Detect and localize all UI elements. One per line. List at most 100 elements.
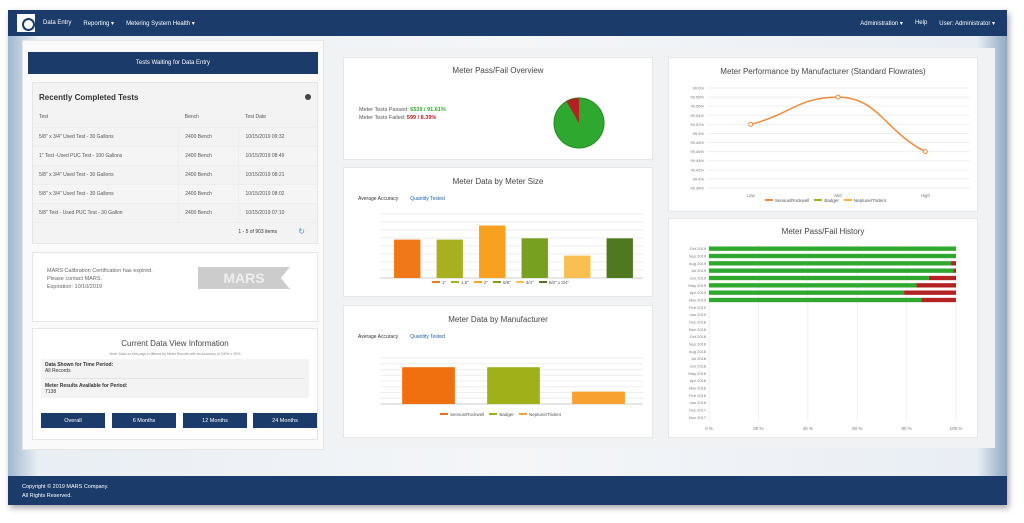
- table-row[interactable]: 5/8" x 3/4" Used Test - 30 Gallons 2400 B…: [33, 165, 317, 185]
- manufacturer-panel: Meter Data by Manufacturer Average Accur…: [343, 305, 653, 438]
- y-tick-label: Feb 2018: [689, 393, 707, 398]
- table-cell: 1" Test -Used PUC Test - 100 Gallons: [33, 146, 179, 166]
- nav-administration[interactable]: Administration ▾: [860, 20, 903, 27]
- legend-item[interactable]: Neptune/Trident: [514, 412, 561, 417]
- col-date[interactable]: Test Date: [238, 108, 317, 128]
- table-cell: 2400 Bench: [178, 146, 239, 166]
- pass-fail-overview-title: Meter Pass/Fail Overview: [452, 66, 544, 75]
- legend-item[interactable]: 5/8" x 3/4": [534, 280, 569, 285]
- failed-label: Meter Tests Failed:: [359, 115, 406, 121]
- bar-fail-Jul 2019: [953, 268, 956, 273]
- y-tick-label: Apr 2019: [690, 290, 707, 295]
- bar-2": [479, 225, 506, 278]
- y-tick-label: Jun 2019: [690, 276, 707, 281]
- bar-5/8": [521, 238, 548, 278]
- table-cell: 5/8" x 3/4" Used Test - 30 Gallons: [33, 184, 179, 204]
- legend-item[interactable]: Badger: [809, 198, 839, 203]
- table-cell: 5/8" x 3/4" Used Test - 30 Gallons: [33, 165, 179, 185]
- meter-size-legend: 1" 1.5" 2" 5/8" 3/4" 5/8" x 3/4": [344, 280, 652, 285]
- manufacturer-title: Meter Data by Manufacturer: [448, 315, 548, 324]
- table-cell: 5/8" x 3/4" Used Test - 30 Gallons: [33, 127, 179, 147]
- tab-average-accuracy[interactable]: Average Accuracy: [358, 334, 399, 340]
- tab-quantity-tested[interactable]: Quantity Tested: [410, 196, 445, 202]
- passed-value: 6539 / 91.61%: [410, 107, 446, 113]
- y-tick-label: 99.58%: [690, 95, 704, 100]
- y-tick-label: Mar 2018: [689, 386, 707, 391]
- y-tick-label: 99.46%: [690, 149, 704, 154]
- table-cell: 10/15/2019 09:32: [238, 127, 317, 147]
- col-bench[interactable]: Bench: [178, 108, 239, 128]
- bar-pass-Jul 2019: [709, 268, 954, 273]
- table-cell: 10/15/2019 08:21: [238, 165, 317, 185]
- nav-data-entry[interactable]: Data Entry: [43, 20, 72, 26]
- y-tick-label: Aug 2019: [689, 261, 707, 266]
- table-row[interactable]: 5/8" Test - Used PUC Test - 30 Gallon 240…: [33, 203, 317, 223]
- legend-item[interactable]: Sensus/Rockwell: [760, 198, 809, 203]
- legend-item[interactable]: 5/8": [488, 280, 511, 285]
- app-window: Data Entry Reporting ▾ Metering System H…: [8, 10, 1007, 505]
- legend-item[interactable]: 2": [469, 280, 488, 285]
- table-cell: 10/15/2019 08:02: [238, 184, 317, 204]
- refresh-icon[interactable]: ↻: [298, 227, 305, 236]
- bar-Sensus/Rockwell: [402, 367, 455, 404]
- y-tick-label: 99.54%: [690, 113, 704, 118]
- nav-help[interactable]: Help: [914, 19, 928, 26]
- tab-quantity-tested[interactable]: Quantity Tested: [410, 334, 445, 340]
- y-tick-label: Oct 2019: [690, 246, 707, 251]
- x-tick-label: Mid: [834, 193, 842, 198]
- tab-average-accuracy[interactable]: Average Accuracy: [358, 196, 399, 202]
- bar-1": [394, 239, 421, 278]
- table-row[interactable]: 5/8" x 3/4" Used Test - 30 Gallons 2400 B…: [33, 184, 317, 204]
- legend-item[interactable]: 1.5": [446, 280, 469, 285]
- legend-item[interactable]: Badger: [484, 412, 514, 417]
- 24-months-button[interactable]: 24 Months: [253, 413, 317, 428]
- copyright: Copyright © 2019 MARS Company.: [22, 484, 109, 490]
- 12-months-button[interactable]: 12 Months: [183, 413, 247, 428]
- y-tick-label: 99.48%: [690, 140, 704, 145]
- legend-label: Badger: [824, 198, 839, 203]
- bar-pass-May 2019: [709, 283, 917, 288]
- legend-label: Badger: [499, 412, 514, 417]
- legend-item[interactable]: 1": [427, 280, 446, 285]
- legend-item[interactable]: Sensus/Rockwell: [435, 412, 484, 417]
- table-row[interactable]: 5/8" x 3/4" Used Test - 30 Gallons 2400 B…: [33, 127, 317, 147]
- history-bar-chart: 0 % 20 % 40 % 60 % 80 % 100 % Oct 2019 Sep 2019…: [688, 245, 962, 431]
- y-tick-label: Oct 2018: [690, 334, 707, 339]
- y-tick-label: Aug 2018: [689, 349, 707, 354]
- legend-label: 5/8": [502, 280, 511, 285]
- y-tick-label: 99.44%: [690, 158, 704, 163]
- bar-pass-Jun 2019: [709, 275, 929, 281]
- table-row[interactable]: 1" Test -Used PUC Test - 100 Gallons 2400…: [33, 146, 317, 166]
- nav-metering-health[interactable]: Metering System Health ▾: [126, 20, 195, 27]
- legend-label: Neptune/Trident: [853, 198, 886, 203]
- performance-title: Meter Performance by Manufacturer (Stand…: [720, 67, 926, 76]
- y-tick-label: Jul 2019: [691, 268, 707, 273]
- period-value: All Records: [45, 368, 71, 374]
- mars-logo-icon[interactable]: [17, 14, 35, 32]
- overall-button[interactable]: Overall: [41, 413, 105, 428]
- nav-user-menu[interactable]: User: Administrator ▾: [939, 20, 995, 27]
- bar-fail-May 2019: [916, 283, 956, 288]
- pie-slice-failed: [566, 98, 579, 123]
- rights: All Rights Reserved.: [22, 493, 72, 499]
- y-tick-label: Sep 2019: [689, 254, 707, 259]
- 6-months-button[interactable]: 6 Months: [112, 413, 176, 428]
- nav-reporting[interactable]: Reporting ▾: [83, 20, 115, 27]
- legend-item[interactable]: Neptune/Trident: [839, 198, 886, 203]
- col-test[interactable]: Test: [33, 108, 179, 128]
- performance-legend: Sensus/Rockwell Badger Neptune/Trident: [669, 198, 977, 203]
- failed-value: 599 / 8.39%: [406, 115, 437, 121]
- settings-icon[interactable]: [305, 94, 311, 100]
- bar-fail-Aug 2019: [951, 261, 956, 266]
- legend-label: 1": [441, 280, 446, 285]
- y-tick-label: May 2019: [688, 283, 706, 288]
- legend-label: 5/8" x 3/4": [548, 280, 570, 285]
- bar-pass-Apr 2019: [709, 290, 905, 295]
- legend-item[interactable]: 3/4": [511, 280, 534, 285]
- x-tick-label: 40 %: [803, 426, 813, 431]
- y-tick-label: Mar 2019: [689, 298, 707, 303]
- tests-waiting-button[interactable]: Tests Waiting for Data Entry: [28, 52, 318, 74]
- table-cell: 2400 Bench: [178, 127, 239, 147]
- y-tick-label: Nov 2017: [689, 415, 707, 420]
- bar-fail-Apr 2019: [904, 290, 956, 295]
